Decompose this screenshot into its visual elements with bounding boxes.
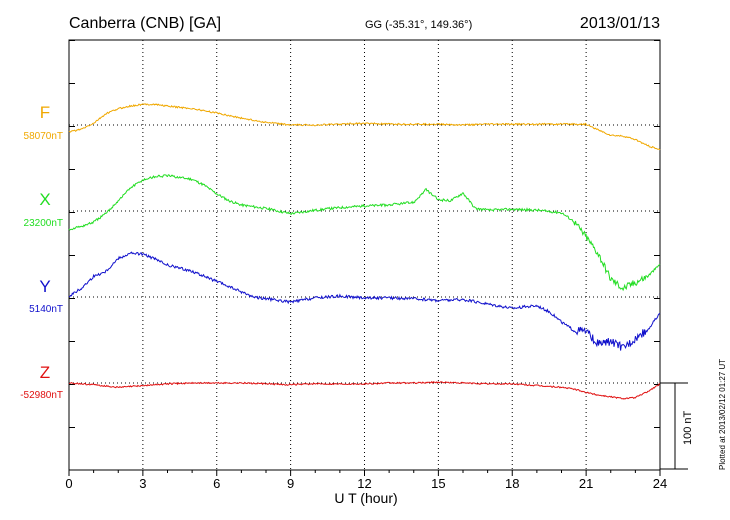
series-name-x: X bbox=[39, 190, 50, 209]
station-title: Canberra (CNB) [GA] bbox=[69, 15, 221, 32]
x-tick-label: 24 bbox=[653, 476, 667, 491]
x-tick-label: 15 bbox=[431, 476, 445, 491]
x-tick-label: 3 bbox=[139, 476, 146, 491]
series-name-f: F bbox=[40, 103, 50, 122]
baseline-value-z: -52980nT bbox=[20, 390, 63, 401]
baseline-value-f: 58070nT bbox=[24, 131, 63, 142]
plotted-note: Plotted at 2013/02/12 01:27 UT bbox=[718, 359, 727, 470]
series-name-y: Y bbox=[39, 277, 50, 296]
series-line-z bbox=[68, 380, 660, 400]
x-tick-label: 0 bbox=[65, 476, 72, 491]
baseline-value-y: 5140nT bbox=[29, 304, 63, 315]
coordinates-label: GG (-35.31°, 149.36°) bbox=[365, 19, 472, 31]
x-tick-label: 12 bbox=[357, 476, 371, 491]
date-label: 2013/01/13 bbox=[580, 15, 660, 32]
series-line-y bbox=[68, 251, 661, 351]
series-name-z: Z bbox=[40, 363, 50, 382]
series-line-x bbox=[68, 174, 661, 292]
scale-bar-label: 100 nT bbox=[682, 410, 694, 445]
x-tick-label: 21 bbox=[579, 476, 593, 491]
x-tick-label: 18 bbox=[505, 476, 519, 491]
baseline-value-x: 23200nT bbox=[24, 218, 63, 229]
series-line-f bbox=[68, 103, 661, 151]
x-tick-label: 6 bbox=[213, 476, 220, 491]
x-tick-label: 9 bbox=[287, 476, 294, 491]
x-axis-title: U T (hour) bbox=[334, 490, 397, 506]
